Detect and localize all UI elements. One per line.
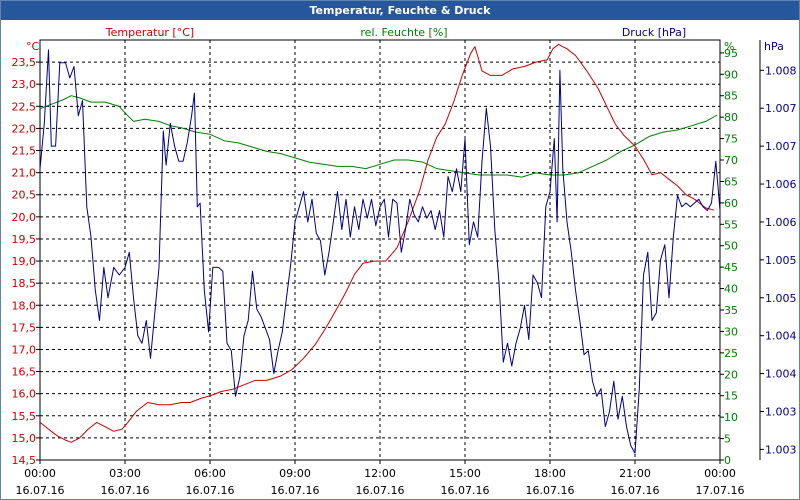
y-tick-label-humidity: 15: [724, 390, 738, 403]
x-tick-label-time: 09:00: [279, 467, 311, 480]
y-tick-label-humidity: 80: [724, 111, 738, 124]
y-tick-label-humidity: 10: [724, 411, 738, 424]
x-tick-label-date: 16.07.16: [16, 484, 65, 497]
y-tick-label-temperature: 18,0: [12, 299, 37, 312]
y-tick-label-pressure: 1.003: [765, 405, 797, 418]
x-tick-label-time: 18:00: [534, 467, 566, 480]
x-tick-label-date: 16.07.16: [441, 484, 490, 497]
y-tick-label-temperature: 22,0: [12, 122, 37, 135]
y-tick-label-temperature: 17,0: [12, 343, 37, 356]
axis-label-temperature: Temperatur [°C]: [105, 26, 194, 39]
x-tick-label-date: 16.07.16: [271, 484, 320, 497]
y-tick-label-pressure: 1.007: [765, 102, 797, 115]
y-tick-label-humidity: 35: [724, 304, 738, 317]
y-tick-label-pressure: 1.004: [765, 368, 797, 381]
plot-frame: [39, 39, 721, 461]
x-tick-label-date: 17.07.16: [696, 484, 745, 497]
y-tick-label-humidity: 30: [724, 325, 738, 338]
x-tick-label-time: 06:00: [194, 467, 226, 480]
y-tick-label-humidity: 60: [724, 197, 738, 210]
chart-title: Temperatur, Feuchte & Druck: [1, 1, 799, 20]
y-tick-label-humidity: 95: [724, 47, 738, 60]
axis-unit-pressure: hPa: [764, 40, 784, 53]
y-tick-label-humidity: 65: [724, 175, 738, 188]
y-tick-label-humidity: 55: [724, 218, 738, 231]
y-tick-label-temperature: 23,5: [12, 56, 37, 69]
x-tick-label-date: 16.07.16: [356, 484, 405, 497]
y-tick-label-temperature: 18,5: [12, 277, 37, 290]
y-tick-label-humidity: 45: [724, 261, 738, 274]
y-tick-label-pressure: 1.005: [765, 254, 797, 267]
y-tick-label-humidity: 0: [724, 454, 731, 467]
y-tick-label-humidity: 50: [724, 240, 738, 253]
axis-label-pressure: Druck [hPa]: [622, 26, 686, 39]
y-tick-label-pressure: 1.003: [765, 443, 797, 456]
x-tick-label-time: 00:00: [704, 467, 736, 480]
y-tick-label-pressure: 1.006: [765, 178, 797, 191]
y-tick-label-humidity: 85: [724, 90, 738, 103]
y-tick-label-temperature: 20,0: [12, 211, 37, 224]
y-tick-label-humidity: 25: [724, 347, 738, 360]
y-tick-label-humidity: 90: [724, 68, 738, 81]
series-line-pressure: [39, 49, 721, 454]
y-tick-label-humidity: 40: [724, 283, 738, 296]
x-tick-label-date: 16.07.16: [611, 484, 660, 497]
y-tick-label-temperature: 19,0: [12, 255, 37, 268]
y-tick-label-temperature: 19,5: [12, 233, 37, 246]
y-tick-label-temperature: 21,0: [12, 167, 37, 180]
axis-unit-humidity: %: [724, 40, 734, 53]
y-tick-label-humidity: 70: [724, 154, 738, 167]
x-tick-label-time: 21:00: [619, 467, 651, 480]
y-tick-label-humidity: 20: [724, 368, 738, 381]
y-tick-label-temperature: 16,5: [12, 366, 37, 379]
x-tick-label-time: 00:00: [24, 467, 56, 480]
y-tick-label-temperature: 23,0: [12, 78, 37, 91]
axis-label-humidity: rel. Feuchte [%]: [360, 26, 447, 39]
x-tick-label-date: 16.07.16: [186, 484, 235, 497]
axis-unit-temperature: °C: [26, 40, 40, 53]
y-tick-label-pressure: 1.004: [765, 330, 797, 343]
y-tick-label-temperature: 15,5: [12, 410, 37, 423]
y-tick-label-pressure: 1.007: [765, 140, 797, 153]
y-tick-label-temperature: 20,5: [12, 189, 37, 202]
y-tick-label-temperature: 14,5: [12, 454, 37, 467]
y-tick-label-temperature: 17,5: [12, 321, 37, 334]
y-tick-label-temperature: 22,5: [12, 100, 37, 113]
y-tick-label-pressure: 1.006: [765, 216, 797, 229]
y-tick-label-pressure: 1.008: [765, 64, 797, 77]
series-line-temperature: [39, 43, 715, 443]
y-tick-label-temperature: 15,0: [12, 432, 37, 445]
y-tick-label-humidity: 5: [724, 433, 731, 446]
x-tick-label-date: 16.07.16: [526, 484, 575, 497]
x-tick-label-time: 15:00: [449, 467, 481, 480]
y-tick-label-pressure: 1.005: [765, 292, 797, 305]
series-line-humidity: [39, 95, 718, 178]
y-tick-label-humidity: 75: [724, 133, 738, 146]
x-tick-label-date: 16.07.16: [101, 484, 150, 497]
x-tick-label-time: 03:00: [109, 467, 141, 480]
x-tick-label-time: 12:00: [364, 467, 396, 480]
y-tick-label-temperature: 16,0: [12, 388, 37, 401]
y-tick-label-temperature: 21,5: [12, 145, 37, 158]
